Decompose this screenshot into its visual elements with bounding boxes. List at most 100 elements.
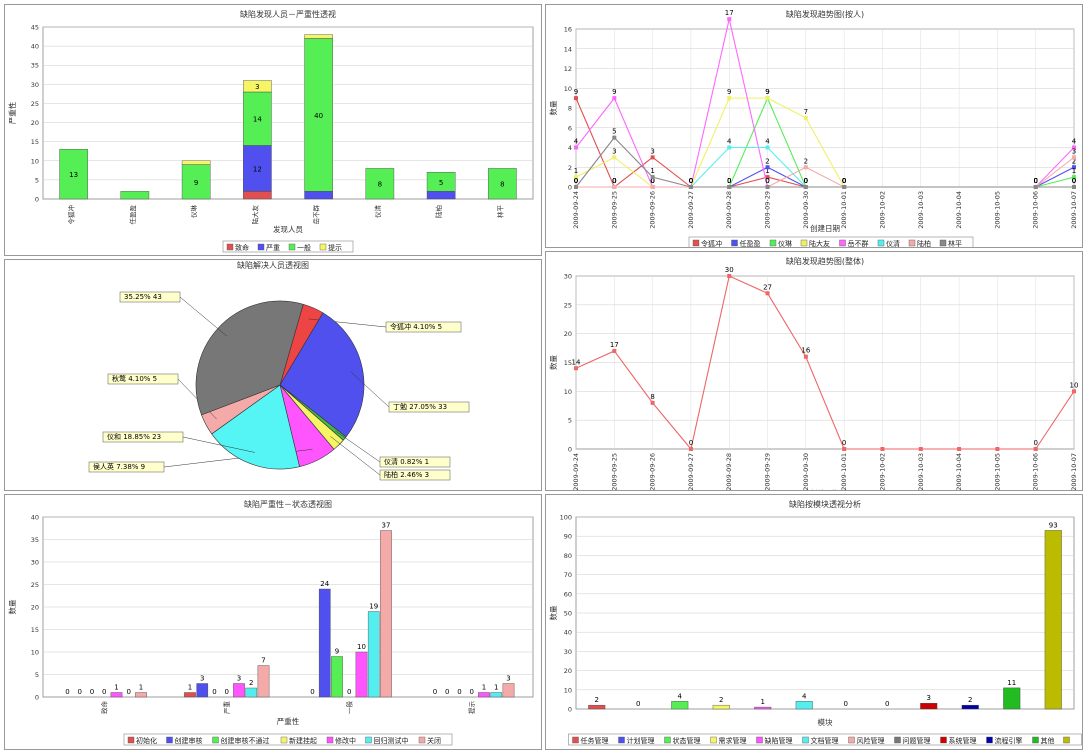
y-tick-label: 0	[35, 694, 39, 702]
data-label: 0	[727, 177, 731, 185]
data-label: 0	[65, 688, 69, 696]
legend-swatch	[1063, 736, 1070, 744]
slice-label: 35.25% 43	[124, 293, 162, 301]
data-point	[612, 185, 617, 189]
legend-swatch	[802, 736, 809, 744]
data-label: 0	[650, 177, 654, 185]
data-label: 24	[320, 580, 329, 588]
slice-label: 陆柏 2.46% 3	[384, 470, 429, 479]
trend-by-person-panel: 缺陷发现趋势图(按人) 0 2 4 6 8 10 12 14 16 数量 2009-09-24 2009…	[545, 4, 1083, 248]
legend-swatch	[839, 239, 846, 247]
data-point	[1033, 447, 1038, 451]
x-tick-label: 2009-10-05	[993, 191, 1001, 229]
data-label: 0	[612, 177, 616, 185]
data-label: 3	[255, 83, 259, 91]
data-label: 17	[725, 9, 734, 17]
data-label: 5	[612, 128, 616, 136]
data-label: 2	[1072, 157, 1076, 165]
bar-segment	[304, 38, 333, 192]
data-point	[765, 96, 770, 101]
x-tick-label: 陆大友	[250, 205, 259, 225]
bar	[233, 683, 245, 698]
x-tick-label: 2009-09-26	[649, 191, 657, 229]
x-tick-label: 岳不群	[312, 205, 321, 225]
data-point	[612, 135, 617, 140]
data-label: 0	[842, 177, 846, 185]
data-label: 0	[689, 177, 693, 185]
data-label: 0	[689, 177, 693, 185]
bar	[257, 665, 270, 698]
leader-line	[179, 296, 228, 337]
legend-label: 林平	[948, 239, 962, 247]
data-label: 0	[1072, 177, 1076, 185]
bar	[110, 692, 123, 698]
y-tick-label: 80	[564, 552, 572, 560]
y-axis-label: 数量	[548, 605, 558, 620]
slice-label: 仪清 0.82% 1	[384, 457, 429, 466]
data-label: 9	[765, 88, 769, 96]
x-tick-label: 2009-10-03	[917, 191, 925, 229]
y-tick-label: 30	[564, 273, 572, 281]
x-tick-label: 2009-10-04	[955, 191, 963, 229]
y-tick-label: 10	[31, 649, 39, 657]
y-tick-label: 25	[31, 581, 39, 589]
x-tick-label: 致命	[99, 701, 108, 715]
y-axis-label: 严重性	[7, 101, 17, 124]
data-point	[574, 185, 578, 189]
y-axis-label: 数量	[548, 355, 558, 370]
slice-label-box	[119, 291, 181, 303]
data-label: 12	[253, 165, 262, 173]
bar	[196, 683, 209, 698]
y-tick-label: 5	[568, 417, 572, 425]
slice-label: 令狐冲 4.10% 5	[390, 322, 442, 331]
data-point	[1072, 175, 1076, 180]
data-label: 11	[1007, 679, 1016, 687]
data-label: 37	[382, 522, 391, 530]
bar	[135, 692, 147, 698]
bar	[754, 706, 772, 710]
resolver-pie-panel: 缺陷解决人员透视图 令狐冲 4.10% 5 丁勉 27.05% 33 仪清 0.82%…	[4, 259, 542, 491]
data-label: 0	[1033, 177, 1037, 185]
bar-segment	[181, 160, 211, 165]
legend-label: 状态管理	[673, 736, 701, 745]
legend-label: 陆大友	[809, 239, 830, 247]
y-tick-label: 60	[564, 590, 572, 598]
legend-swatch	[618, 736, 625, 744]
data-label: 17	[610, 341, 619, 349]
legend-label: 回归测试中	[374, 736, 409, 745]
bar	[671, 701, 689, 710]
y-tick-label: 16	[564, 26, 572, 34]
x-tick-label: 令狐冲	[67, 205, 76, 225]
legend-swatch	[877, 239, 885, 247]
data-label: 0	[689, 177, 693, 185]
legend-label: 任盈盈	[740, 239, 761, 247]
chart-title: 缺陷发现趋势图(整体)	[786, 256, 864, 266]
data-label: 0	[650, 177, 654, 185]
data-label: 9	[612, 88, 616, 96]
leader-line	[330, 436, 381, 476]
y-tick-label: 40	[31, 514, 39, 522]
data-label: 2	[719, 696, 723, 704]
legend-swatch	[940, 736, 947, 744]
data-point	[727, 274, 732, 278]
data-point	[803, 115, 808, 120]
bar-segment	[181, 164, 211, 200]
legend-swatch	[326, 736, 334, 744]
data-point	[574, 366, 578, 371]
data-label: 9	[727, 88, 731, 96]
y-axis-label: 数量	[548, 100, 558, 115]
bar	[355, 651, 368, 698]
legend-box	[568, 733, 1082, 746]
data-label: 0	[225, 688, 229, 696]
x-tick-label: 仪清	[373, 205, 382, 219]
slice-label: 丁勉 27.05% 33	[393, 402, 447, 411]
x-tick-label: 2009-10-07	[1070, 453, 1078, 490]
data-point	[650, 185, 655, 189]
x-tick-label: 2009-10-02	[878, 453, 886, 490]
x-tick-label: 2009-09-30	[802, 191, 810, 229]
data-point	[995, 447, 1000, 451]
legend-label: 其他	[1041, 736, 1055, 745]
data-label: 0	[127, 688, 131, 696]
x-axis-label: 创建日期	[810, 223, 840, 233]
data-label: 3	[927, 694, 931, 702]
